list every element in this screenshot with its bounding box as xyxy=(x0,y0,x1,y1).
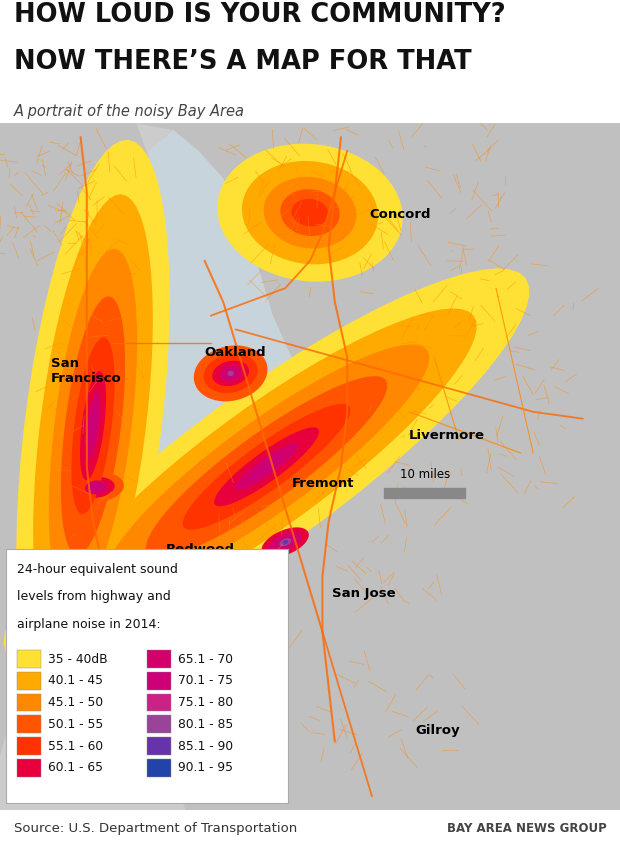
Text: levels from highway and: levels from highway and xyxy=(17,591,171,603)
Text: Source: U.S. Department of Transportation: Source: U.S. Department of Transportatio… xyxy=(14,822,297,835)
Polygon shape xyxy=(282,540,288,545)
Polygon shape xyxy=(104,345,429,589)
Text: 85.1 - 90: 85.1 - 90 xyxy=(179,740,233,752)
Text: BAY AREA NEWS GROUP: BAY AREA NEWS GROUP xyxy=(446,822,606,835)
Text: 65.1 - 70: 65.1 - 70 xyxy=(179,653,233,665)
Polygon shape xyxy=(217,144,403,282)
Text: 55.1 - 60: 55.1 - 60 xyxy=(48,740,104,752)
Text: 80.1 - 85: 80.1 - 85 xyxy=(179,717,234,731)
Text: NOW THERE’S A MAP FOR THAT: NOW THERE’S A MAP FOR THAT xyxy=(14,49,471,76)
Bar xyxy=(6,549,288,803)
Bar xyxy=(17,759,41,777)
Text: 60.1 - 65: 60.1 - 65 xyxy=(48,762,104,774)
Polygon shape xyxy=(224,368,237,378)
Text: 70.1 - 75: 70.1 - 75 xyxy=(179,674,233,688)
Bar xyxy=(17,737,41,755)
Bar xyxy=(148,650,171,668)
Polygon shape xyxy=(33,194,153,657)
Polygon shape xyxy=(262,528,309,557)
Bar xyxy=(148,672,171,690)
Text: 45.1 - 50: 45.1 - 50 xyxy=(48,696,104,709)
Polygon shape xyxy=(242,161,378,265)
Polygon shape xyxy=(90,483,102,492)
Text: Livermore: Livermore xyxy=(409,429,485,442)
Bar xyxy=(148,759,171,777)
Polygon shape xyxy=(85,481,107,494)
Bar xyxy=(17,694,41,711)
Text: airplane noise in 2014:: airplane noise in 2014: xyxy=(17,618,161,631)
Polygon shape xyxy=(0,123,149,755)
Polygon shape xyxy=(86,391,100,460)
Bar xyxy=(17,672,41,690)
Polygon shape xyxy=(80,371,106,480)
Text: San Jose: San Jose xyxy=(332,586,396,600)
Polygon shape xyxy=(71,337,115,514)
Bar xyxy=(148,694,171,711)
Polygon shape xyxy=(78,477,115,498)
Text: 75.1 - 80: 75.1 - 80 xyxy=(179,696,233,709)
Bar xyxy=(17,650,41,668)
Polygon shape xyxy=(4,268,529,665)
Text: 35 - 40dB: 35 - 40dB xyxy=(48,653,108,665)
Bar xyxy=(384,488,465,498)
Polygon shape xyxy=(219,365,242,382)
Text: Gilroy: Gilroy xyxy=(415,724,460,737)
Bar xyxy=(148,737,171,755)
Polygon shape xyxy=(275,535,296,549)
Text: A portrait of the noisy Bay Area: A portrait of the noisy Bay Area xyxy=(14,104,245,118)
Polygon shape xyxy=(49,248,137,603)
Polygon shape xyxy=(43,456,149,518)
Polygon shape xyxy=(280,189,340,236)
Polygon shape xyxy=(212,361,249,386)
Polygon shape xyxy=(112,130,322,783)
Text: Fremont: Fremont xyxy=(291,477,354,490)
Polygon shape xyxy=(56,465,136,510)
Polygon shape xyxy=(228,370,234,376)
Text: 24-hour equivalent sound: 24-hour equivalent sound xyxy=(17,563,178,576)
Text: Concord: Concord xyxy=(369,208,430,220)
Polygon shape xyxy=(61,296,125,555)
Text: HOW LOUD IS YOUR COMMUNITY?: HOW LOUD IS YOUR COMMUNITY? xyxy=(14,3,505,28)
Polygon shape xyxy=(136,123,620,810)
Bar xyxy=(17,716,41,734)
Polygon shape xyxy=(89,405,97,446)
Polygon shape xyxy=(203,354,258,393)
Polygon shape xyxy=(183,404,350,529)
Text: San
Francisco: San Francisco xyxy=(51,357,122,385)
Polygon shape xyxy=(194,346,267,402)
Polygon shape xyxy=(235,443,298,490)
Polygon shape xyxy=(268,532,302,552)
Polygon shape xyxy=(56,308,477,625)
Polygon shape xyxy=(146,376,388,557)
Polygon shape xyxy=(291,199,329,226)
Polygon shape xyxy=(68,472,124,503)
Text: 90.1 - 95: 90.1 - 95 xyxy=(179,762,233,774)
Text: 40.1 - 45: 40.1 - 45 xyxy=(48,674,104,688)
Polygon shape xyxy=(279,539,291,546)
Text: Oakland: Oakland xyxy=(205,346,266,359)
Polygon shape xyxy=(16,140,170,711)
Polygon shape xyxy=(249,454,285,480)
Text: 50.1 - 55: 50.1 - 55 xyxy=(48,717,104,731)
Polygon shape xyxy=(264,177,356,248)
Text: 10 miles: 10 miles xyxy=(399,467,450,481)
Bar xyxy=(148,716,171,734)
Polygon shape xyxy=(214,427,319,506)
Text: Redwood
City: Redwood City xyxy=(166,544,235,571)
